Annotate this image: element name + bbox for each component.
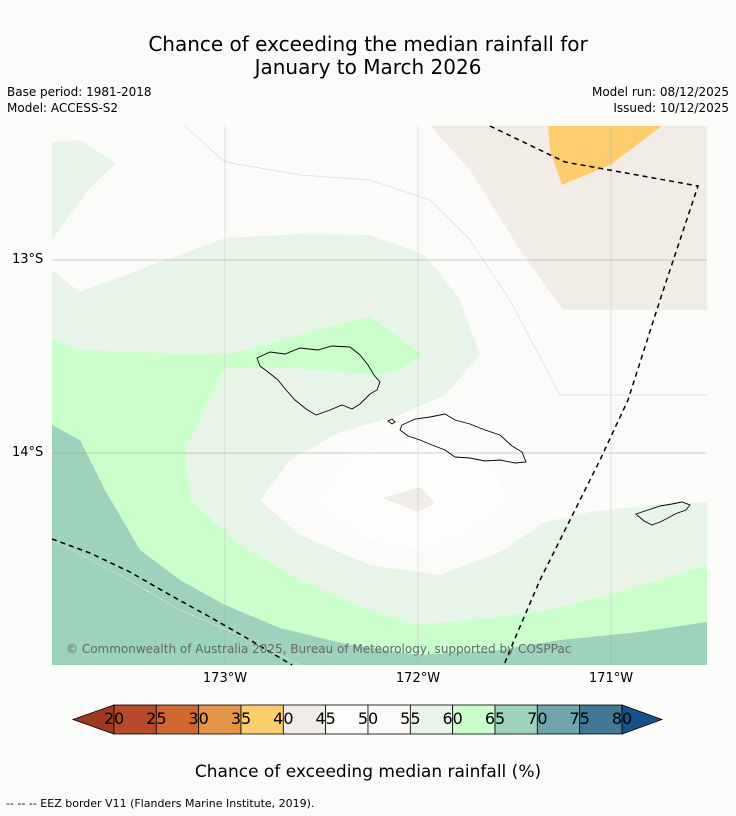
colorbar-tick-80: 80 (611, 709, 633, 728)
model-run: Model run: 08/12/2025 (591, 85, 729, 99)
meta-left: Base period: 1981-2018 Model: ACCESS-S2 (7, 84, 152, 116)
lat-label-14s: 14°S (12, 445, 44, 460)
region-55-60-northwest (52, 140, 116, 240)
graticule (52, 126, 707, 665)
lon-label-172w: 172°W (395, 671, 441, 686)
colorbar-tick-30: 30 (188, 709, 209, 728)
lon-label-171w: 171°W (588, 671, 634, 686)
region-60-65-upolu-patch (225, 316, 422, 375)
upolu-island (399, 413, 527, 464)
colorbar-tick-20: 20 (103, 709, 125, 728)
region-65-70-southwest (52, 425, 707, 665)
colorbar-tick-55: 55 (400, 709, 421, 728)
colorbar-tick-35: 35 (230, 709, 252, 728)
eez-footnote: -- -- -- EEZ border V11 (Flanders Marine… (6, 797, 315, 810)
lat-label-13s: 13°S (12, 252, 44, 267)
copyright-notice: © Commonwealth of Australia 2025, Bureau… (66, 642, 571, 656)
model-name: Model: ACCESS-S2 (7, 101, 119, 115)
contour-line (184, 126, 707, 396)
eez-border (51, 125, 699, 666)
region-35-40-north (548, 126, 662, 185)
meta-right: Model run: 08/12/2025 Issued: 10/12/2025 (592, 84, 729, 116)
rainfall-map: © Commonwealth of Australia 2025, Bureau… (51, 125, 707, 666)
colorbar-tick-45: 45 (315, 709, 336, 728)
contour-line (52, 539, 301, 665)
region-60-65-south (52, 338, 707, 665)
map-title-line1: Chance of exceeding the median rainfall … (148, 32, 588, 56)
colorbar-tick-75: 75 (569, 709, 590, 728)
colorbar-tick-40: 40 (273, 709, 294, 728)
base-period: Base period: 1981-2018 (7, 85, 152, 99)
tutuila-island (635, 501, 691, 526)
issued-date: Issued: 10/12/2025 (613, 101, 729, 115)
region-40-45-northeast (430, 126, 707, 310)
map-title-line2: January to March 2026 (254, 55, 482, 79)
coastlines (256, 345, 691, 526)
colorbar-tick-65: 65 (484, 709, 506, 728)
colorbar-tick-60: 60 (442, 709, 463, 728)
lon-label-173w: 173°W (202, 671, 248, 686)
colorbar-tick-50: 50 (357, 709, 379, 728)
manono-islet (387, 418, 396, 425)
colorbar-title: Chance of exceeding median rainfall (%) (194, 762, 542, 782)
colorbar-tick-70: 70 (527, 709, 548, 728)
colorbar-tick-25: 25 (146, 709, 167, 728)
eez-border-southwest (51, 538, 293, 666)
region-40-45-center (382, 487, 435, 512)
savaii-island (256, 345, 381, 416)
